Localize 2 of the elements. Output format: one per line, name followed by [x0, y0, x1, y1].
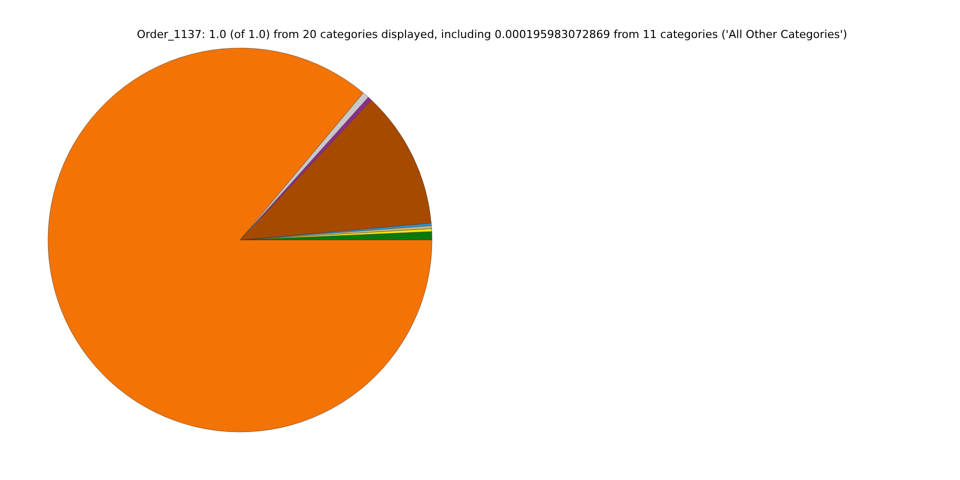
text: Order_1137: 1.0 (of 1.0) from 20 categories displayed, including 0.000195983072869 from 11 categories ('All Other Categories') — [136, 28, 848, 41]
pie-slice — [48, 48, 432, 432]
